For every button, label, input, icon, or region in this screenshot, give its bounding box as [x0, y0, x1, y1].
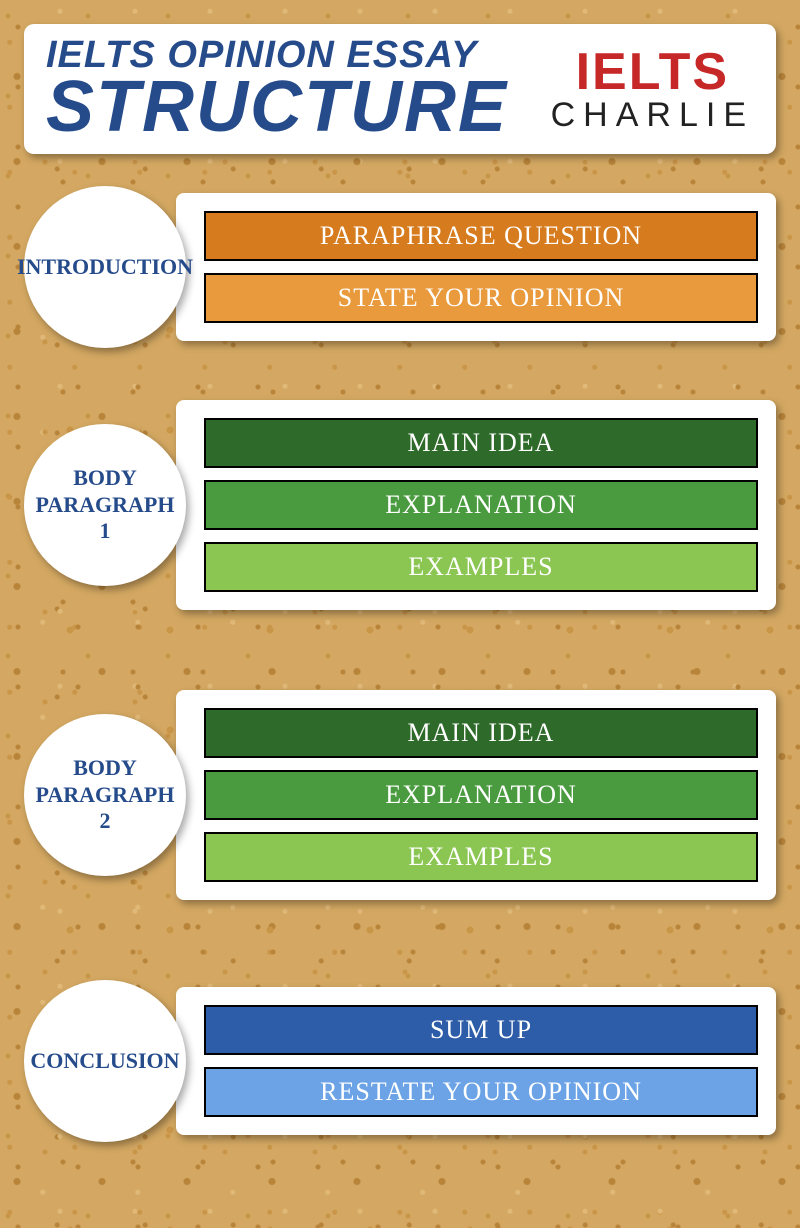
card-conclusion: SUM UP RESTATE YOUR OPINION	[176, 987, 776, 1135]
circle-label-introduction: INTRODUCTION	[17, 254, 193, 280]
bar-examples-1: EXAMPLES	[204, 542, 758, 592]
bar-explanation-1: EXPLANATION	[204, 480, 758, 530]
logo-top: IELTS	[551, 46, 754, 98]
circle-label-body-2: BODYPARAGRAPH2	[36, 755, 175, 834]
section-conclusion: CONCLUSION SUM UP RESTATE YOUR OPINION	[24, 980, 776, 1142]
section-body-2: BODYPARAGRAPH2 MAIN IDEA EXPLANATION EXA…	[24, 690, 776, 900]
card-body-2: MAIN IDEA EXPLANATION EXAMPLES	[176, 690, 776, 900]
bar-sum-up: SUM UP	[204, 1005, 758, 1055]
bar-main-idea-2: MAIN IDEA	[204, 708, 758, 758]
logo: IELTS CHARLIE	[551, 46, 754, 132]
header-card: IELTS OPINION ESSAY STRUCTURE IELTS CHAR…	[24, 24, 776, 154]
circle-body-1: BODYPARAGRAPH1	[24, 424, 186, 586]
circle-label-body-1: BODYPARAGRAPH1	[36, 465, 175, 544]
card-body-1: MAIN IDEA EXPLANATION EXAMPLES	[176, 400, 776, 610]
bar-examples-2: EXAMPLES	[204, 832, 758, 882]
section-introduction: INTRODUCTION PARAPHRASE QUESTION STATE Y…	[24, 186, 776, 348]
title-block: IELTS OPINION ESSAY STRUCTURE	[46, 37, 508, 141]
circle-conclusion: CONCLUSION	[24, 980, 186, 1142]
section-body-1: BODYPARAGRAPH1 MAIN IDEA EXPLANATION EXA…	[24, 400, 776, 610]
bar-state-opinion: STATE YOUR OPINION	[204, 273, 758, 323]
bar-paraphrase-question: PARAPHRASE QUESTION	[204, 211, 758, 261]
card-introduction: PARAPHRASE QUESTION STATE YOUR OPINION	[176, 193, 776, 341]
circle-body-2: BODYPARAGRAPH2	[24, 714, 186, 876]
bar-explanation-2: EXPLANATION	[204, 770, 758, 820]
circle-label-conclusion: CONCLUSION	[30, 1048, 179, 1074]
bar-restate-opinion: RESTATE YOUR OPINION	[204, 1067, 758, 1117]
circle-introduction: INTRODUCTION	[24, 186, 186, 348]
title-line2: STRUCTURE	[46, 73, 508, 141]
bar-main-idea-1: MAIN IDEA	[204, 418, 758, 468]
logo-bottom: CHARLIE	[551, 98, 754, 132]
